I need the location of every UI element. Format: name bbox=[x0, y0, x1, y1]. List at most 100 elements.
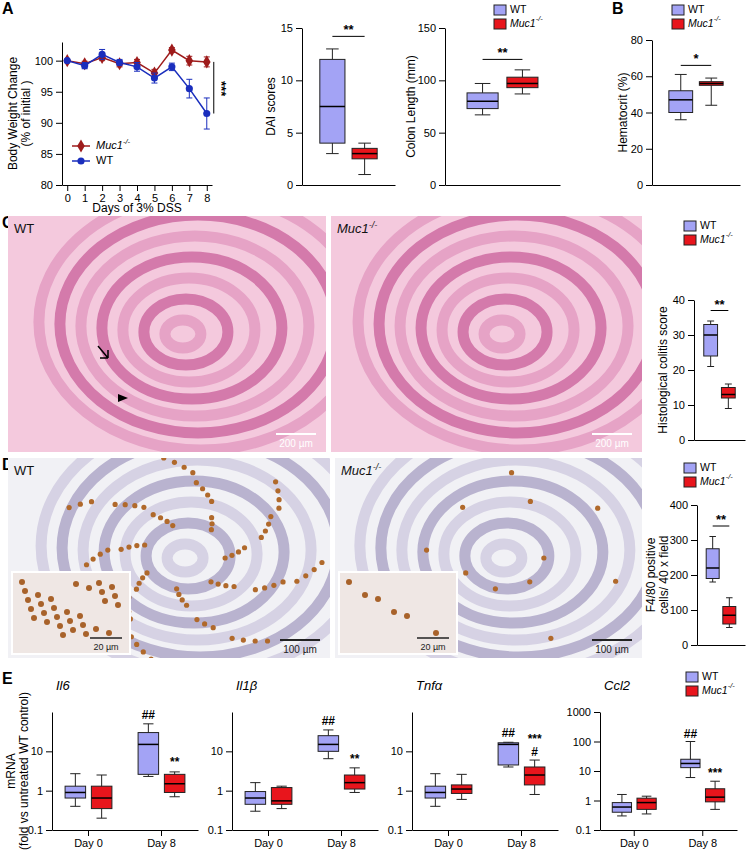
tick-mark bbox=[120, 185, 121, 191]
tissue-ring bbox=[486, 544, 522, 572]
micrograph-label: Muc1-/- bbox=[341, 462, 381, 478]
box-cap bbox=[350, 767, 360, 768]
stain-dot bbox=[96, 580, 102, 586]
y-axis: 0.1110 bbox=[208, 713, 233, 837]
plot-area bbox=[706, 537, 736, 628]
plot-area bbox=[425, 742, 545, 806]
marker bbox=[168, 44, 176, 57]
stain-dot bbox=[109, 584, 115, 590]
stain-dot bbox=[276, 497, 281, 502]
tick-mark bbox=[56, 61, 62, 62]
superscript: -/- bbox=[714, 14, 721, 23]
stain-dot bbox=[113, 502, 118, 507]
tick-mark bbox=[688, 335, 694, 336]
tick-mark bbox=[161, 830, 162, 836]
scale-bar-label: 200 µm bbox=[279, 438, 313, 449]
stain-dot bbox=[182, 465, 187, 470]
chart-title: Tnfα bbox=[416, 678, 443, 693]
tick: 20 bbox=[631, 143, 652, 155]
arrow bbox=[98, 346, 108, 358]
tick: 30 bbox=[673, 329, 694, 341]
chart: 020406080Hematocrit (%)WTMuc1-/-* bbox=[616, 3, 740, 191]
stain-dot bbox=[209, 515, 214, 520]
legend-swatch bbox=[684, 221, 696, 231]
tick-mark bbox=[439, 133, 445, 134]
tick-label: 10 bbox=[211, 745, 223, 757]
tick: Day 8 bbox=[688, 830, 717, 849]
annotation: *** bbox=[708, 766, 722, 780]
box bbox=[352, 148, 377, 158]
legend-label: Muc1-/- bbox=[510, 14, 543, 28]
y-axis: 0.1110 bbox=[388, 713, 413, 837]
box-median bbox=[320, 106, 345, 108]
stain-dot bbox=[54, 614, 60, 620]
tick-label: Day 8 bbox=[147, 837, 176, 849]
tick-label: 30 bbox=[673, 329, 685, 341]
tick-mark bbox=[594, 742, 600, 743]
tissue-ring bbox=[444, 502, 576, 606]
annotation: * bbox=[693, 51, 699, 66]
stain-dot bbox=[149, 656, 154, 658]
plot-area bbox=[612, 742, 724, 816]
box-cap bbox=[326, 153, 339, 154]
marker bbox=[203, 55, 211, 68]
axis-line bbox=[62, 43, 63, 186]
scale-bar bbox=[592, 433, 632, 435]
tick-mark bbox=[296, 185, 302, 186]
box-cap bbox=[326, 48, 339, 49]
tick-mark bbox=[521, 830, 522, 836]
tick-label: 0 bbox=[679, 434, 685, 446]
axis-line bbox=[412, 713, 413, 831]
y-axis: 020406080 bbox=[631, 34, 653, 191]
chart: 010203040Histological colitis scoreWTMuc… bbox=[656, 219, 745, 446]
tick-label: 0 bbox=[637, 179, 643, 191]
stain-dot bbox=[67, 505, 72, 510]
stain-dot bbox=[280, 579, 285, 584]
error-cap bbox=[186, 97, 192, 98]
annotation: ** bbox=[343, 22, 354, 37]
tick: 40 bbox=[673, 294, 694, 306]
stain-dot bbox=[241, 637, 246, 642]
micrograph: WT200 µm bbox=[8, 194, 363, 452]
tick: 80 bbox=[631, 34, 652, 46]
box bbox=[318, 736, 339, 752]
marker bbox=[133, 63, 140, 70]
box bbox=[451, 785, 472, 794]
box-cap bbox=[675, 74, 687, 75]
box-cap bbox=[710, 781, 720, 782]
annotation: # bbox=[531, 745, 538, 759]
legend-item: WT bbox=[494, 3, 527, 15]
tick-label: 50 bbox=[424, 127, 436, 139]
tick: 100 bbox=[35, 55, 62, 67]
tissue-ring bbox=[167, 544, 203, 572]
stain-dot bbox=[259, 535, 264, 540]
box-cap bbox=[515, 93, 531, 94]
tick-mark bbox=[594, 830, 600, 831]
x-axis bbox=[446, 185, 561, 186]
stain-dot bbox=[208, 579, 213, 584]
box-cap bbox=[642, 813, 652, 814]
box bbox=[164, 774, 185, 792]
chart: 051015DAI scores** bbox=[264, 22, 395, 191]
tick: 0.1 bbox=[576, 824, 600, 836]
box bbox=[612, 803, 631, 813]
scale-bar bbox=[280, 639, 320, 641]
stain-dot bbox=[184, 603, 189, 608]
marker bbox=[99, 51, 106, 58]
legend-swatch bbox=[684, 463, 696, 473]
y-axis-title: Colon Length (mm) bbox=[404, 55, 418, 158]
tick-mark bbox=[56, 185, 62, 186]
legend-swatch bbox=[684, 235, 696, 245]
stain-dot bbox=[86, 585, 92, 591]
plot-area bbox=[245, 730, 365, 811]
tick-mark bbox=[439, 185, 445, 186]
tick: 5 bbox=[287, 127, 302, 139]
scale-bar-label: 200 µm bbox=[595, 438, 629, 449]
tissue-ring bbox=[104, 481, 284, 623]
text-part: Muc1 bbox=[337, 221, 369, 236]
tick-mark bbox=[88, 830, 89, 836]
stain-dot bbox=[115, 602, 121, 608]
legend-label: WT bbox=[96, 154, 113, 166]
legend-label: WT bbox=[700, 219, 717, 231]
annotation: ** bbox=[716, 512, 727, 527]
